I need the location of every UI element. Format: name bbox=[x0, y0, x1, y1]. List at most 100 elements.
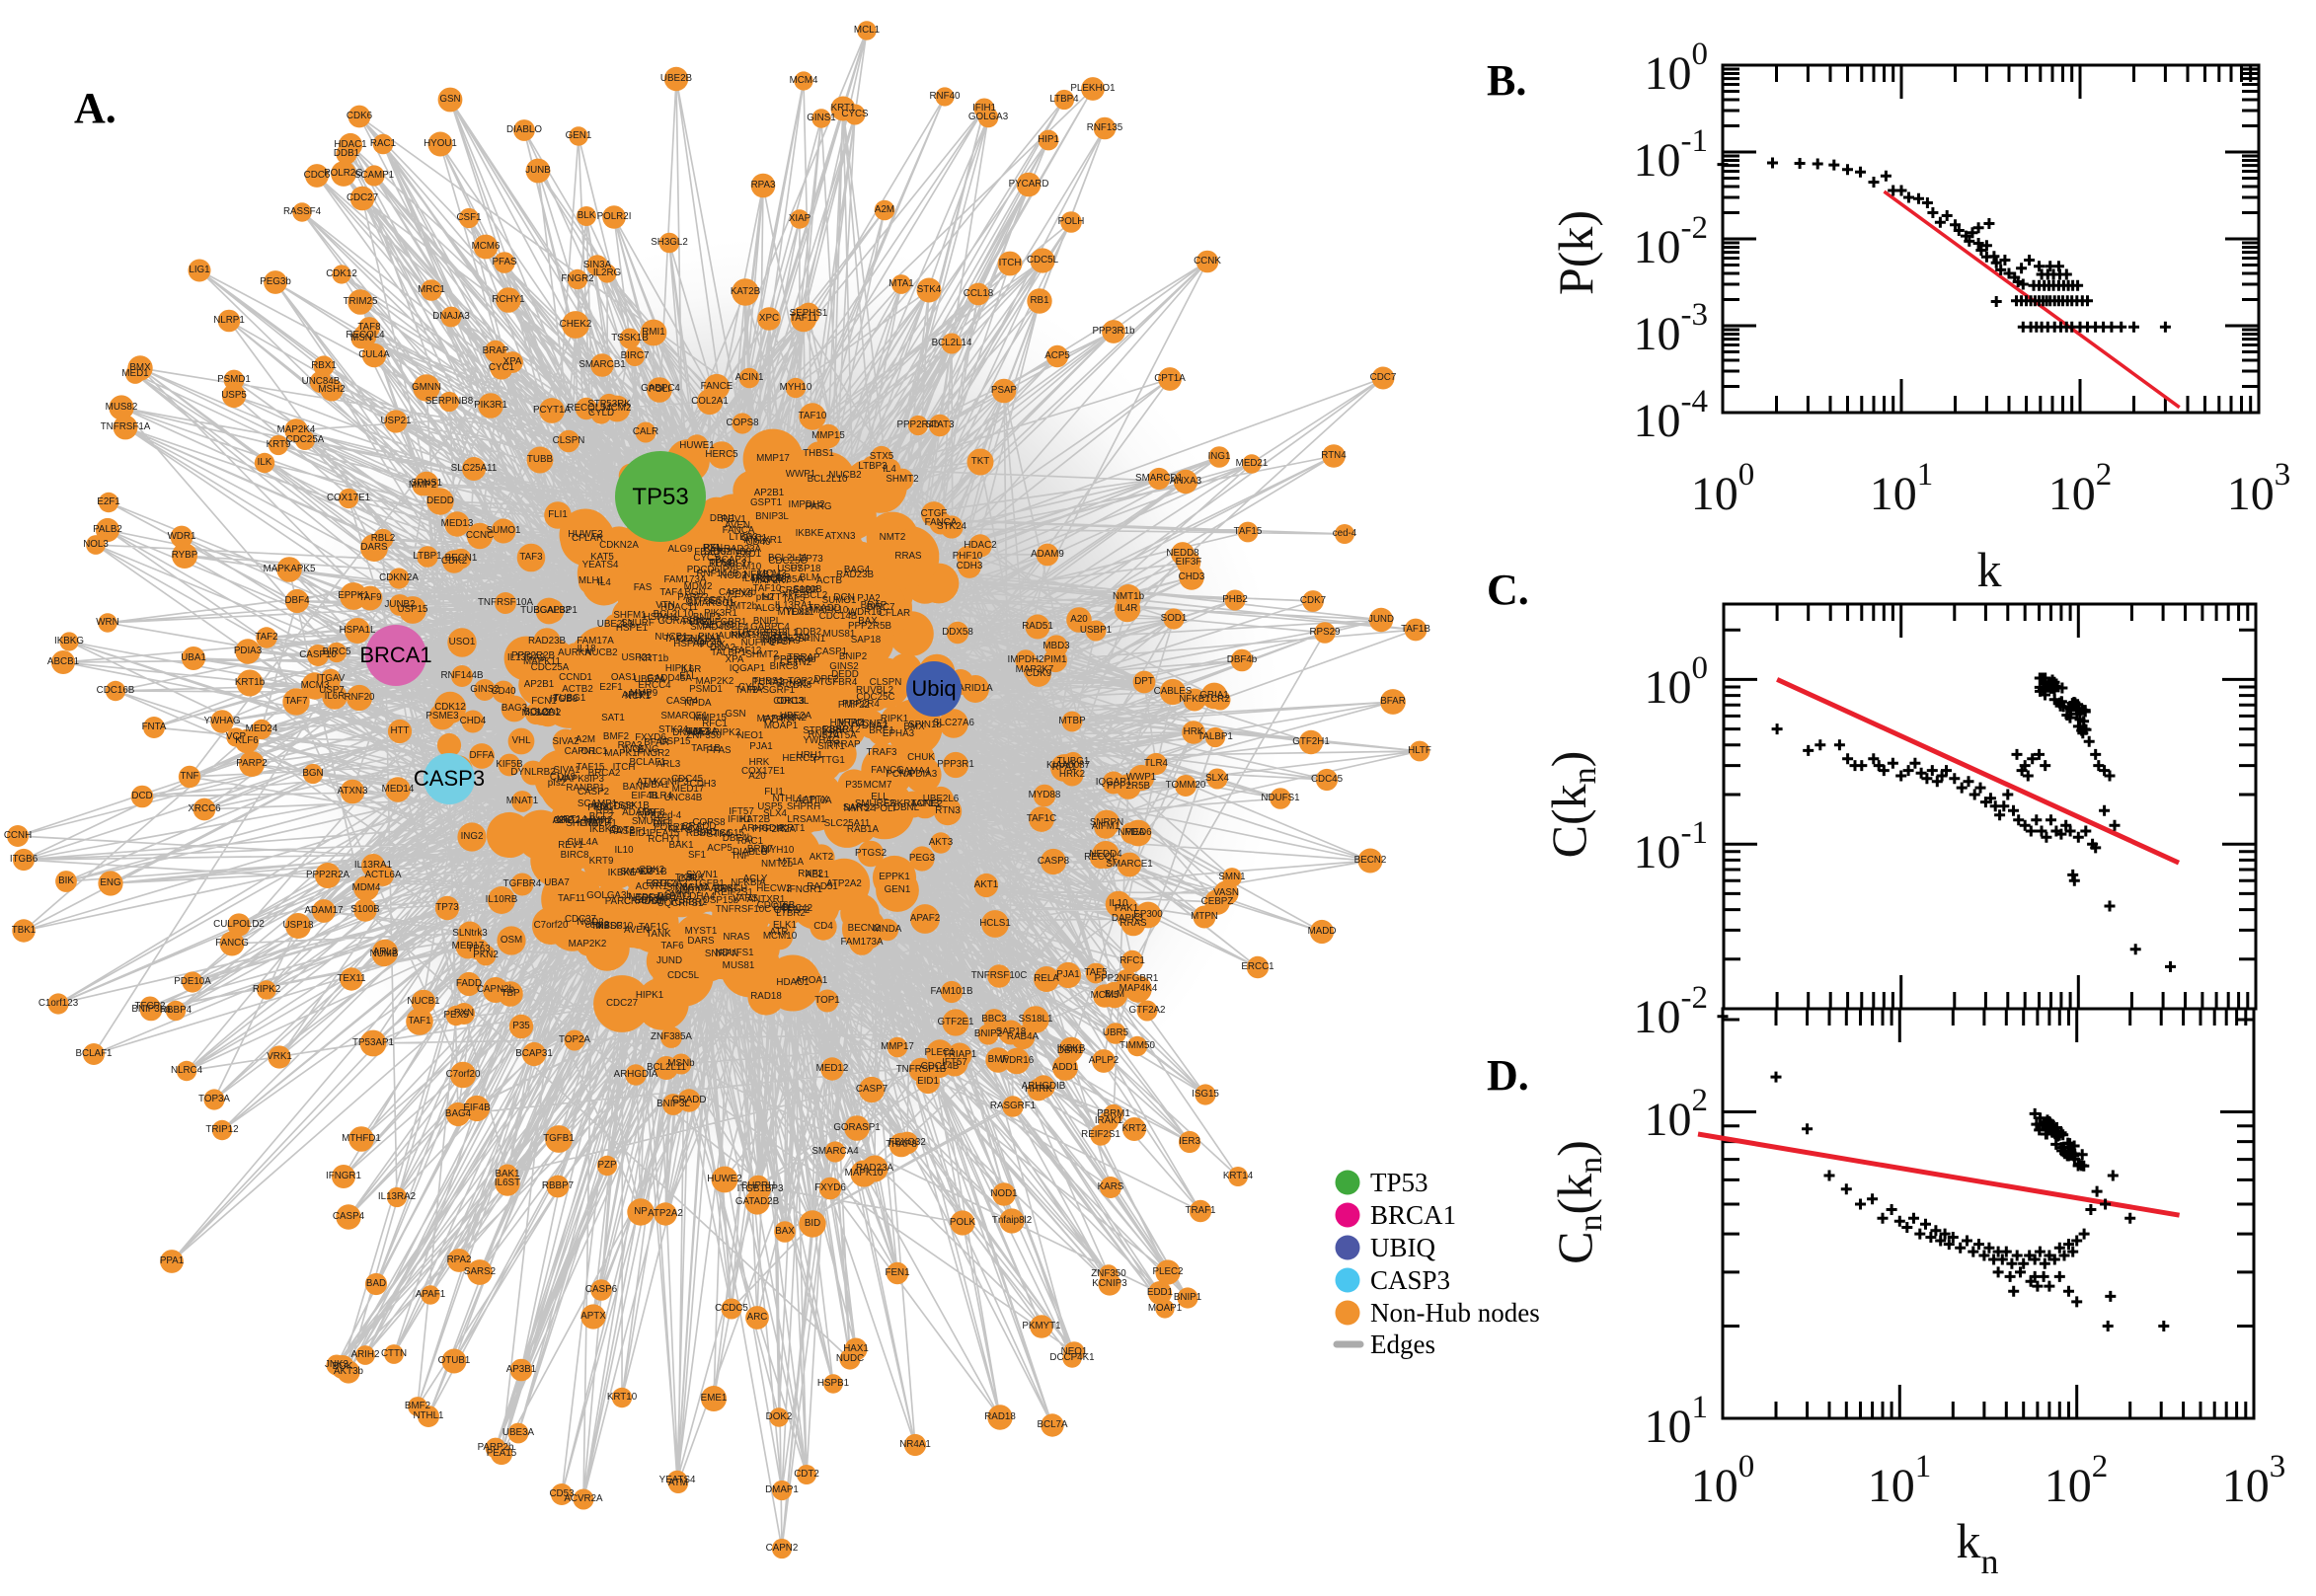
svg-text:GSN: GSN bbox=[725, 709, 745, 720]
svg-text:EIF3F: EIF3F bbox=[1176, 557, 1202, 568]
svg-text:MLH1: MLH1 bbox=[579, 575, 604, 586]
svg-text:SLX4: SLX4 bbox=[1205, 773, 1230, 784]
svg-text:ARID1A: ARID1A bbox=[958, 683, 993, 694]
svg-text:CDK12: CDK12 bbox=[326, 268, 357, 279]
svg-text:SCAMP1: SCAMP1 bbox=[354, 170, 394, 181]
svg-text:TALBP1: TALBP1 bbox=[1197, 731, 1233, 742]
svg-text:IKBKE: IKBKE bbox=[608, 868, 637, 878]
svg-text:CDK7: CDK7 bbox=[1300, 595, 1326, 606]
svg-text:EDD1: EDD1 bbox=[1147, 1287, 1173, 1298]
svg-text:GOLGA3: GOLGA3 bbox=[968, 112, 1009, 122]
svg-text:CDKN2A: CDKN2A bbox=[599, 540, 639, 551]
svg-text:NMT2b: NMT2b bbox=[761, 859, 794, 870]
svg-text:RTN4: RTN4 bbox=[1321, 450, 1347, 461]
svg-text:SLC25A11: SLC25A11 bbox=[451, 463, 498, 474]
svg-text:RNF144B: RNF144B bbox=[696, 569, 738, 579]
svg-text:BMF2: BMF2 bbox=[405, 1401, 430, 1411]
svg-text:TOP1: TOP1 bbox=[814, 995, 839, 1006]
svg-text:FXYD6: FXYD6 bbox=[814, 1182, 846, 1193]
svg-text:PDE10A: PDE10A bbox=[174, 976, 211, 987]
svg-text:MNAT1: MNAT1 bbox=[506, 796, 538, 806]
svg-text:KIAA0087: KIAA0087 bbox=[1046, 760, 1090, 771]
svg-text:CDC27: CDC27 bbox=[347, 192, 378, 203]
svg-text:APTX: APTX bbox=[803, 795, 828, 805]
svg-text:CHD4: CHD4 bbox=[460, 716, 487, 726]
svg-text:BRCA1: BRCA1 bbox=[1370, 1200, 1456, 1230]
svg-text:BFAR: BFAR bbox=[1380, 696, 1406, 707]
svg-text:GTF2E1: GTF2E1 bbox=[937, 1017, 973, 1027]
svg-text:JUNB2: JUNB2 bbox=[384, 599, 415, 610]
svg-text:TAF7: TAF7 bbox=[284, 696, 307, 707]
svg-text:A2M: A2M bbox=[875, 204, 894, 215]
svg-text:YWHAG: YWHAG bbox=[203, 716, 240, 726]
svg-text:USP5: USP5 bbox=[221, 390, 247, 401]
svg-text:HHRK: HHRK bbox=[1025, 1084, 1052, 1095]
svg-text:PARG: PARG bbox=[805, 501, 831, 512]
svg-text:NDUFS1: NDUFS1 bbox=[715, 948, 753, 958]
svg-text:CDC5L: CDC5L bbox=[1027, 255, 1059, 266]
svg-text:MTA1: MTA1 bbox=[888, 278, 913, 289]
svg-text:BRD7: BRD7 bbox=[747, 844, 773, 855]
svg-text:HDAC2: HDAC2 bbox=[964, 540, 996, 551]
svg-text:COPS8: COPS8 bbox=[726, 418, 759, 428]
svg-text:BNIP3La: BNIP3La bbox=[131, 1004, 171, 1015]
svg-text:VHL: VHL bbox=[511, 735, 531, 746]
svg-text:PALB2: PALB2 bbox=[93, 524, 122, 535]
svg-text:HYOU1: HYOU1 bbox=[424, 138, 457, 149]
svg-text:CCNH: CCNH bbox=[4, 830, 32, 841]
svg-text:SMARCE1: SMARCE1 bbox=[660, 711, 707, 722]
svg-text:TANK: TANK bbox=[646, 929, 671, 940]
svg-text:IFNGR1: IFNGR1 bbox=[326, 1171, 361, 1181]
svg-text:TRADD: TRADD bbox=[808, 603, 841, 614]
svg-text:RASGRF1: RASGRF1 bbox=[990, 1101, 1036, 1111]
svg-text:IL13RA2: IL13RA2 bbox=[378, 1191, 416, 1202]
svg-text:CFLAR: CFLAR bbox=[879, 608, 910, 619]
svg-text:BLM: BLM bbox=[800, 572, 819, 583]
svg-text:PEG3b: PEG3b bbox=[260, 276, 291, 287]
svg-text:CASP7: CASP7 bbox=[856, 1084, 888, 1095]
svg-text:KRT1b: KRT1b bbox=[235, 677, 266, 688]
svg-text:SEPHS1: SEPHS1 bbox=[790, 308, 828, 319]
svg-text:ARC: ARC bbox=[747, 1312, 768, 1323]
svg-text:NUFIP1: NUFIP1 bbox=[741, 638, 776, 648]
svg-text:PARP2: PARP2 bbox=[236, 758, 267, 769]
svg-text:D.: D. bbox=[1487, 1051, 1529, 1100]
svg-text:TRIP12: TRIP12 bbox=[205, 1124, 238, 1135]
svg-text:A20: A20 bbox=[1070, 614, 1088, 625]
svg-text:STK4: STK4 bbox=[917, 284, 942, 295]
svg-text:PPP2R2A: PPP2R2A bbox=[306, 870, 350, 880]
svg-text:POLH: POLH bbox=[1058, 216, 1085, 227]
svg-text:IFNGR1: IFNGR1 bbox=[787, 884, 822, 895]
svg-text:ITGB6: ITGB6 bbox=[10, 854, 39, 865]
svg-text:CDKN2A: CDKN2A bbox=[379, 572, 419, 583]
svg-text:TRRAP: TRRAP bbox=[827, 739, 861, 750]
svg-text:MMP17: MMP17 bbox=[881, 1041, 914, 1052]
svg-text:CR2: CR2 bbox=[1210, 694, 1230, 705]
svg-text:DMAP1: DMAP1 bbox=[765, 1484, 799, 1495]
svg-text:RAD18: RAD18 bbox=[750, 991, 782, 1002]
svg-text:TAF15: TAF15 bbox=[1234, 526, 1263, 537]
svg-text:SNURF: SNURF bbox=[621, 618, 655, 629]
svg-text:THBS1: THBS1 bbox=[803, 448, 834, 459]
svg-text:CCNC: CCNC bbox=[466, 530, 494, 541]
svg-text:KARS: KARS bbox=[1098, 1181, 1124, 1192]
svg-text:RASSF1: RASSF1 bbox=[609, 826, 647, 837]
svg-text:HIP1: HIP1 bbox=[1038, 134, 1059, 145]
svg-text:BNIP1: BNIP1 bbox=[1174, 1292, 1201, 1303]
svg-text:RPA2: RPA2 bbox=[447, 1254, 472, 1265]
svg-text:TRAF3: TRAF3 bbox=[866, 747, 897, 758]
svg-text:SERPINB8: SERPINB8 bbox=[425, 396, 474, 407]
svg-text:RAB1A: RAB1A bbox=[847, 824, 880, 835]
svg-text:AKT2: AKT2 bbox=[810, 852, 834, 863]
svg-text:ACP5: ACP5 bbox=[1044, 350, 1070, 361]
svg-text:CTTN: CTTN bbox=[381, 1348, 407, 1359]
svg-text:TAF3: TAF3 bbox=[519, 552, 543, 563]
svg-text:WRN: WRN bbox=[96, 617, 118, 628]
svg-text:CDC45: CDC45 bbox=[1311, 774, 1344, 785]
svg-text:CHUK: CHUK bbox=[907, 752, 935, 763]
svg-text:SAT1: SAT1 bbox=[601, 713, 625, 723]
svg-text:APAF2: APAF2 bbox=[910, 913, 940, 924]
svg-text:TAF1C: TAF1C bbox=[1027, 813, 1056, 824]
svg-text:BAK1: BAK1 bbox=[495, 1169, 519, 1179]
svg-text:MCM10: MCM10 bbox=[763, 931, 798, 942]
